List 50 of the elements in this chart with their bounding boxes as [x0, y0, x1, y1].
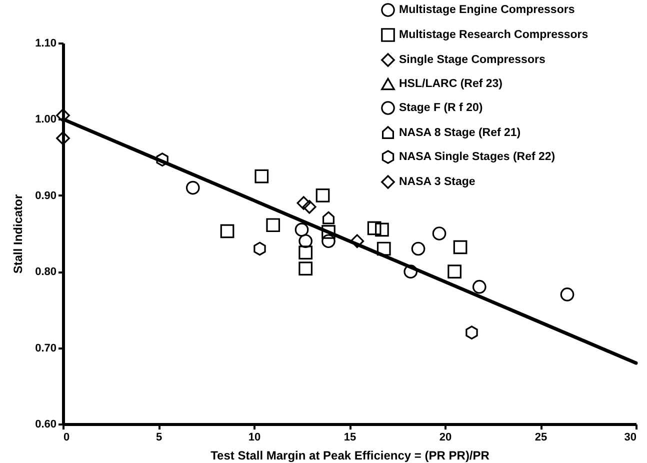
legend-label: Stage F (R f 20) — [399, 102, 483, 114]
point — [322, 211, 334, 224]
point — [453, 240, 468, 254]
point — [367, 221, 382, 236]
point — [411, 242, 426, 256]
legend-label: NASA Single Stages (Ref 22) — [399, 151, 556, 163]
x-tick-label: 15 — [344, 432, 356, 444]
point — [376, 242, 391, 256]
legend-label: Multistage Research Compressors — [399, 29, 588, 41]
y-tick-label: 0.60 — [35, 418, 56, 430]
point — [294, 222, 309, 237]
legend-label: Single Stage Compressors — [399, 54, 546, 66]
point — [466, 326, 478, 340]
point — [298, 246, 312, 260]
x-tick-label: 20 — [439, 432, 452, 444]
point — [472, 280, 486, 294]
point — [302, 200, 316, 214]
legend-label: Multistage Engine Compressors — [399, 4, 575, 16]
y-tick-label: 1.10 — [35, 38, 56, 50]
point — [316, 188, 330, 202]
x-axis-title: Test Stall Margin at Peak Efficiency = (PR PR)/PR — [210, 448, 490, 462]
point — [156, 152, 168, 167]
legend-label: NASA 8 Stage (Ref 21) — [399, 127, 521, 139]
point — [254, 242, 266, 256]
x-tick-label: 10 — [248, 432, 261, 444]
point — [560, 288, 574, 302]
point — [298, 262, 312, 276]
y-tick-label: 0.90 — [35, 190, 56, 202]
y-tick-label: 0.80 — [35, 266, 56, 278]
x-tick-label: 25 — [534, 432, 548, 444]
point — [186, 180, 200, 195]
y-axis-title: Stall Indicator — [11, 194, 26, 274]
point — [322, 225, 336, 239]
point — [254, 169, 269, 184]
x-tick-label: 0 — [64, 432, 70, 444]
x-tick-label: 30 — [624, 432, 636, 444]
x-tick-label: 5 — [156, 432, 162, 444]
point — [220, 224, 234, 238]
point — [296, 196, 311, 210]
point — [404, 264, 418, 279]
y-tick-label: 0.70 — [35, 342, 56, 354]
point — [448, 264, 462, 279]
point — [266, 218, 280, 232]
point — [298, 234, 312, 248]
point — [322, 234, 336, 248]
point — [432, 226, 446, 240]
legend-label: NASA 3 Stage — [399, 176, 476, 188]
legend-label: HSL/LARC (Ref 23) — [399, 78, 503, 90]
point — [375, 222, 389, 237]
y-tick-label: 1.00 — [35, 114, 56, 126]
